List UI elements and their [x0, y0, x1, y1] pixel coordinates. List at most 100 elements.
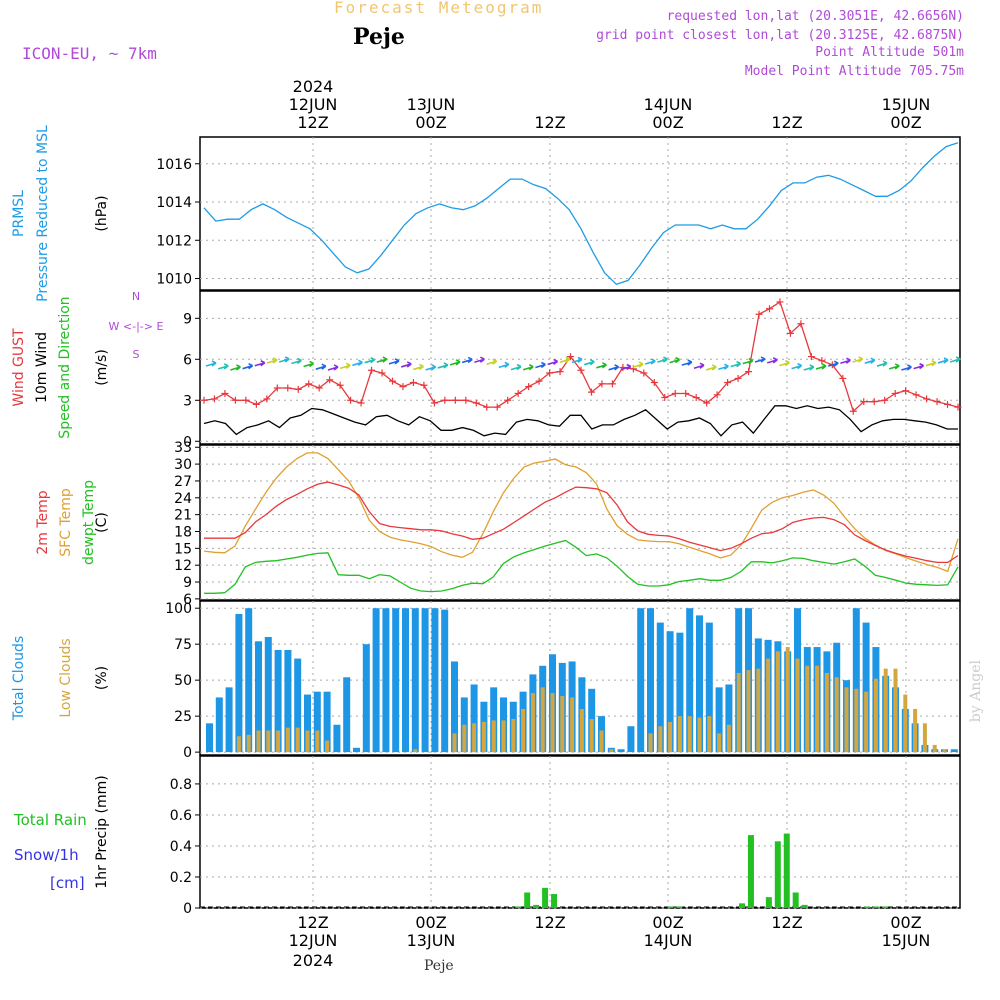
top-date-label: 12JUN — [289, 95, 338, 114]
low-cloud-bar — [472, 723, 477, 753]
t2m-line — [204, 481, 959, 564]
low-cloud-bar — [815, 665, 820, 753]
precip-bar — [774, 841, 781, 908]
gust-marker — [839, 374, 847, 382]
gust-marker — [472, 399, 480, 407]
gust-line — [203, 300, 959, 413]
precip-bar — [765, 897, 772, 908]
low-cloud-bar — [246, 734, 251, 753]
dewpt-line — [204, 539, 959, 594]
wind-direction-arrow — [230, 364, 241, 371]
gust-marker — [577, 366, 585, 374]
gust-marker — [294, 385, 302, 393]
panel-precip: 0 0.2 0.4 0.6 0.8 1hr Precip (mm) — [94, 755, 961, 917]
top-year-label: 2024 — [293, 77, 334, 96]
low-cloud-bar — [717, 733, 722, 753]
gust-marker — [273, 384, 281, 392]
y-tick-label: 9 — [183, 575, 192, 591]
left-label: Low Clouds — [58, 638, 74, 717]
wind-direction-arrow — [352, 359, 363, 367]
y-tick-label: 100 — [165, 601, 192, 617]
total-cloud-bar — [255, 641, 262, 753]
gust-marker — [891, 389, 899, 397]
low-cloud-bar — [589, 719, 594, 753]
gust-marker — [462, 396, 470, 404]
low-cloud-bar — [726, 724, 731, 753]
wind-direction-arrow — [376, 356, 388, 363]
gust-marker — [284, 384, 292, 392]
gust-marker — [326, 376, 334, 384]
top-hour-label: 12Z — [534, 113, 565, 132]
compass-west-east: W <-|-> E — [109, 320, 164, 333]
low-cloud-bar — [697, 717, 702, 753]
low-cloud-bar — [677, 716, 682, 753]
low-cloud-bar — [687, 716, 692, 753]
low-cloud-bar — [707, 716, 712, 753]
total-cloud-bar — [362, 644, 370, 753]
low-cloud-bar — [746, 670, 751, 753]
snow-unit-label: [cm] — [50, 874, 85, 892]
wind-direction-arrow — [681, 359, 693, 366]
total-cloud-bar — [382, 608, 390, 753]
panel-frame — [199, 444, 961, 601]
low-cloud-bar — [550, 693, 555, 753]
left-label: 2m Temp — [35, 490, 51, 554]
gust-marker — [399, 383, 407, 391]
low-cloud-bar — [785, 647, 790, 753]
low-cloud-bar — [609, 749, 614, 753]
station-name: Peje — [353, 24, 405, 50]
total-cloud-bar — [323, 691, 331, 753]
gust-marker — [650, 379, 658, 387]
precip-bar — [864, 906, 871, 908]
precip-bar — [551, 894, 558, 908]
wind-direction-arrow — [949, 356, 961, 363]
low-cloud-bar — [913, 708, 918, 753]
left-label: 10m Wind — [34, 332, 50, 403]
total-cloud-bar — [411, 608, 419, 753]
total-cloud-bar — [294, 658, 302, 753]
total-cloud-bar — [470, 684, 478, 753]
gust-marker — [483, 403, 491, 411]
y-tick-label: 0.8 — [170, 777, 192, 793]
low-cloud-bar — [756, 668, 761, 753]
gust-marker — [933, 398, 941, 406]
wind-direction-arrow — [754, 356, 766, 363]
y-axis-label: (hPa) — [94, 195, 110, 231]
wind-direction-arrow — [559, 356, 571, 364]
y-tick-label: 6 — [183, 352, 192, 368]
wind-direction-arrow — [596, 362, 607, 369]
top-date-label: 15JUN — [882, 95, 931, 114]
low-cloud-bar — [540, 687, 545, 753]
gust-marker — [336, 381, 344, 389]
wind-direction-arrow — [571, 356, 583, 364]
wind-direction-arrow — [449, 359, 461, 366]
gust-marker — [587, 388, 595, 396]
left-label: dewpt Temp — [81, 480, 97, 565]
gust-marker — [944, 400, 952, 408]
total-cloud-bar — [264, 636, 272, 753]
wind-direction-arrow — [937, 357, 949, 364]
wind-direction-arrow — [254, 360, 266, 367]
wind-direction-arrow — [583, 358, 595, 366]
wind-direction-arrow — [730, 360, 742, 368]
total-cloud-bar — [627, 726, 635, 753]
sfc-temp-line — [203, 452, 959, 573]
y-tick-label: 1010 — [156, 272, 192, 288]
top-date-label: 14JUN — [644, 95, 693, 114]
low-cloud-bar — [805, 665, 810, 753]
total-cloud-bar — [353, 747, 360, 753]
wind-direction-arrow — [669, 356, 681, 364]
low-cloud-bar — [413, 749, 418, 753]
low-cloud-bar — [834, 677, 839, 753]
precip-bar — [747, 835, 754, 908]
panel-frame — [199, 755, 961, 909]
total-cloud-bar — [656, 622, 664, 753]
gust-marker — [807, 353, 815, 361]
left-label: Speed and Direction — [57, 296, 73, 438]
low-cloud-bar — [579, 708, 584, 753]
low-cloud-bar — [893, 668, 898, 753]
low-cloud-bar — [462, 724, 467, 753]
y-tick-label: 0.4 — [170, 839, 192, 855]
